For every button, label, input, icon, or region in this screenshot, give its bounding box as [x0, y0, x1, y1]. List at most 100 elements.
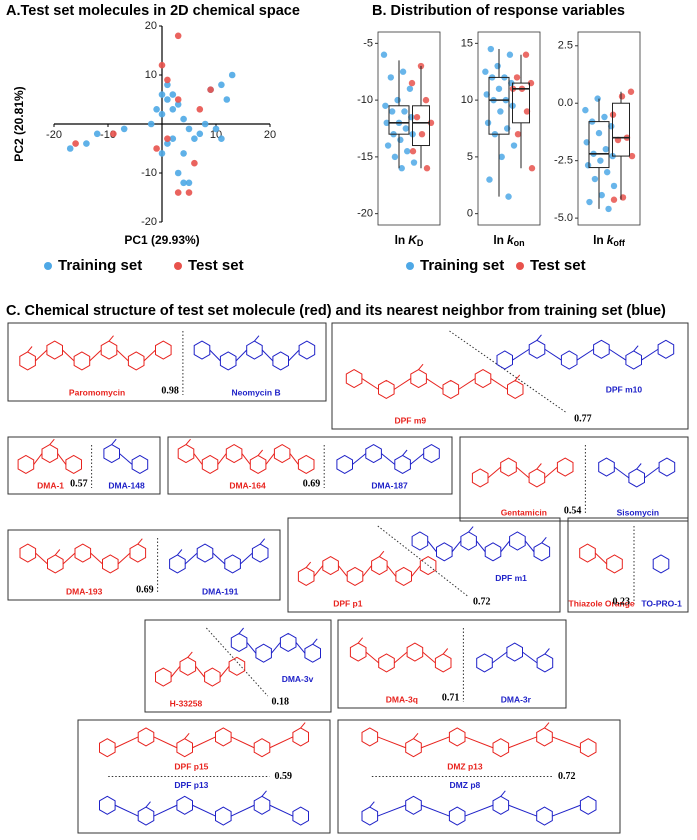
bond: [365, 651, 380, 664]
ring: [405, 738, 422, 758]
ring: [657, 339, 675, 359]
bond: [116, 349, 129, 362]
point: [180, 179, 187, 187]
ring: [628, 468, 645, 488]
bond: [261, 790, 267, 797]
ring: [474, 369, 492, 389]
y-tick-label: -10: [141, 167, 157, 179]
legend-marker: [516, 262, 524, 270]
bond: [508, 804, 537, 817]
point: [83, 140, 90, 147]
ring: [625, 350, 642, 370]
point: [528, 165, 536, 172]
ring: [204, 667, 221, 687]
x-label-part: ln: [493, 233, 504, 247]
bond: [137, 538, 143, 545]
ring: [652, 554, 670, 574]
bond: [500, 790, 506, 797]
bond: [261, 349, 274, 362]
bond: [381, 453, 396, 465]
neighbor-molecule-name: DMA-191: [202, 586, 239, 596]
ring: [297, 566, 315, 586]
ring: [476, 653, 493, 673]
ring: [492, 738, 510, 758]
bond: [177, 549, 183, 556]
bond: [90, 552, 103, 565]
point: [169, 106, 177, 113]
ring: [349, 642, 367, 662]
y-tick-label: 20: [145, 20, 157, 32]
x-label-part: K: [408, 233, 418, 247]
ring: [74, 543, 92, 563]
point: [110, 130, 117, 138]
bond: [185, 438, 191, 445]
point: [218, 81, 225, 89]
bond: [352, 453, 367, 465]
similarity: 0.72: [558, 771, 576, 782]
ring: [73, 351, 91, 371]
point: [498, 153, 505, 161]
neighbor-molecule-name: DPF m10: [606, 385, 643, 395]
bond: [544, 348, 562, 361]
ring: [304, 643, 321, 663]
point: [506, 51, 514, 58]
bond: [608, 348, 627, 361]
pair-frame: [337, 619, 567, 709]
bond: [257, 449, 264, 456]
bond: [378, 550, 385, 557]
point: [494, 62, 501, 70]
ring: [155, 667, 172, 687]
x-label-part: D: [417, 238, 424, 248]
bond: [230, 736, 255, 749]
point: [399, 68, 407, 75]
point: [487, 45, 495, 53]
ring: [378, 653, 395, 673]
point: [586, 198, 593, 206]
ring: [556, 457, 574, 477]
ring: [137, 806, 155, 826]
ring: [292, 727, 309, 747]
bond: [524, 540, 535, 553]
neighbor-molecule-name: DMA-3r: [501, 694, 532, 704]
bond: [312, 638, 318, 645]
y-tick-label: -5.0: [554, 212, 573, 224]
bond: [111, 438, 117, 445]
test-molecule-name: DPF p15: [174, 762, 208, 772]
ring: [99, 795, 116, 815]
ring: [253, 738, 271, 758]
neighbor-molecule-name: Sisomycin: [617, 507, 660, 517]
point: [164, 140, 171, 147]
bond: [361, 378, 379, 390]
ring: [41, 444, 59, 464]
test-molecule-name: DMA-193: [66, 586, 103, 596]
bond: [259, 538, 266, 545]
ring: [346, 566, 364, 586]
bond: [269, 736, 294, 749]
ring: [405, 795, 422, 815]
bond: [544, 648, 550, 655]
similarity: 0.77: [574, 413, 592, 424]
bond: [35, 552, 48, 565]
bond: [119, 453, 133, 465]
point: [513, 74, 521, 81]
point: [413, 113, 421, 121]
legend-label: Training set: [58, 257, 142, 274]
point: [628, 152, 636, 160]
neighbor-molecule-name: DPF p13: [174, 780, 208, 790]
bond: [421, 804, 450, 817]
point: [523, 108, 531, 115]
panel-frame: [477, 31, 541, 226]
box: [412, 105, 430, 147]
ring: [336, 454, 353, 474]
ring: [496, 350, 513, 370]
point: [180, 150, 187, 157]
neighbor-molecule-name: DPF m1: [495, 573, 527, 583]
bond: [313, 565, 324, 577]
ring: [419, 556, 437, 576]
bond: [209, 349, 221, 362]
ring: [224, 554, 241, 574]
ring: [406, 642, 424, 662]
bond: [442, 648, 449, 655]
bond: [576, 348, 594, 361]
point: [196, 106, 204, 113]
